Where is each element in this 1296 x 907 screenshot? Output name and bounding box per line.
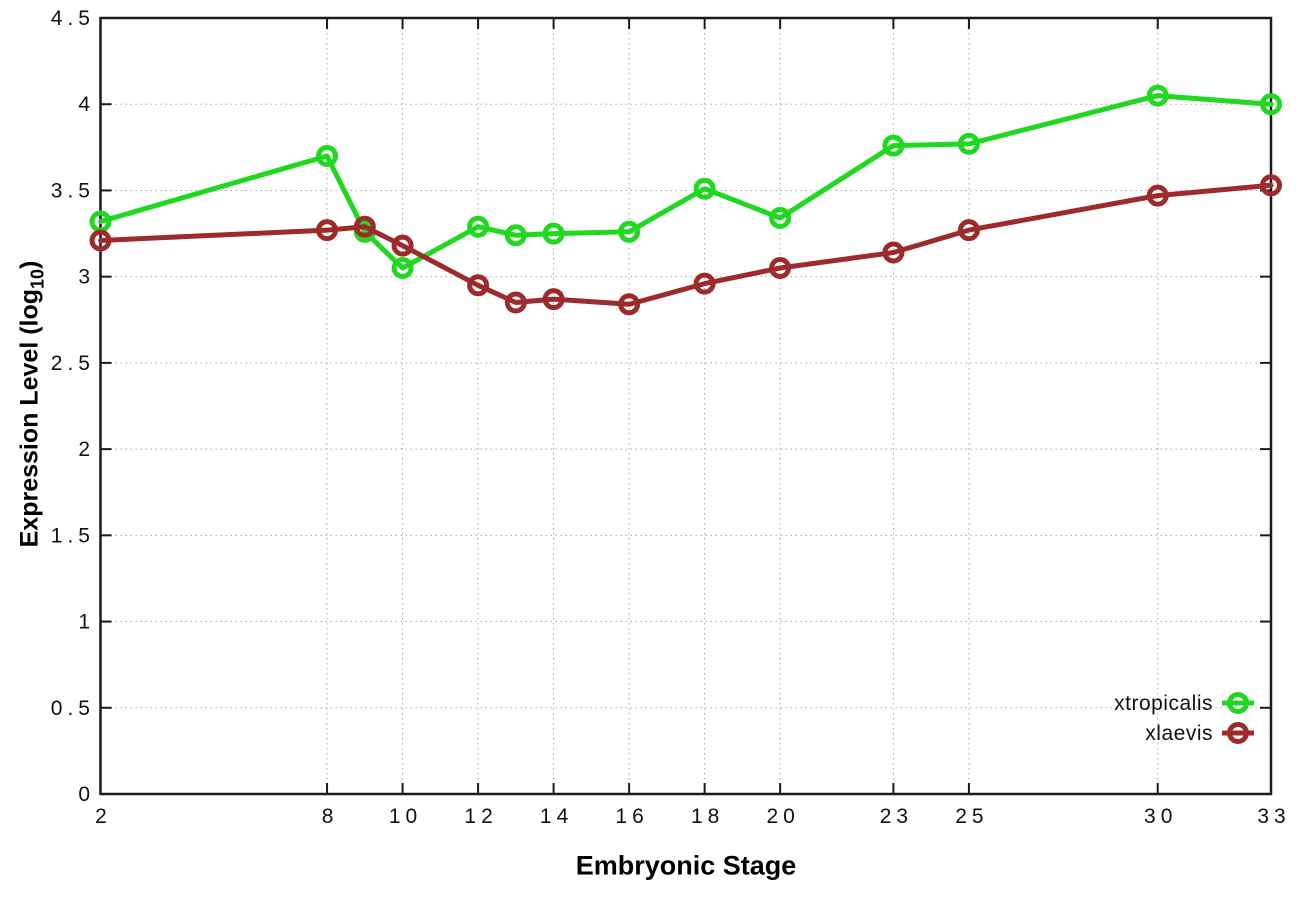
y-tick-label: 3 [78, 266, 95, 289]
series-xtropicalis-marker [467, 215, 490, 238]
series-xtropicalis-marker [504, 224, 527, 247]
y-axis-title-text: Expression Level (log [15, 288, 44, 548]
x-tick-label: 33 [1257, 805, 1290, 828]
series-xtropicalis-marker [618, 220, 641, 243]
series-xlaevis-marker [353, 215, 376, 238]
x-tick-label: 14 [540, 805, 573, 828]
series-xlaevis-marker [542, 288, 565, 311]
series-xlaevis-marker [693, 272, 716, 295]
series-xtropicalis-marker [693, 177, 716, 200]
series-xlaevis-marker [882, 241, 905, 264]
series-xlaevis-line [98, 182, 1274, 307]
series-xtropicalis-marker [1260, 93, 1282, 116]
x-tick-label: 8 [322, 805, 339, 828]
series-xtropicalis-marker [391, 257, 414, 279]
series-xlaevis-marker [1146, 184, 1169, 207]
series-xlaevis-marker [89, 229, 112, 252]
x-tick-label: 30 [1144, 805, 1177, 828]
x-tick-label: 16 [615, 805, 648, 828]
legend-marker-icon-xtropicalis [1227, 692, 1249, 714]
y-tick-label: 1 [78, 611, 95, 634]
x-tick-label: 18 [691, 805, 724, 828]
x-tick-label: 2 [95, 805, 112, 828]
series-xlaevis-marker [504, 291, 527, 314]
y-tick-label: 0.5 [51, 697, 95, 720]
series-xtropicalis-marker [769, 207, 792, 229]
y-tick-label: 2.5 [51, 352, 95, 375]
y-tick-label: 2 [78, 438, 95, 461]
legend-marker-icon-xlaevis [1227, 722, 1249, 744]
y-axis-title: Expression Level (log10) [16, 261, 49, 548]
legend-label-xlaevis: xlaevis [1145, 722, 1213, 745]
series-xlaevis-marker [1260, 174, 1282, 197]
x-tick-label: 12 [464, 805, 497, 828]
series-xtropicalis-line [98, 93, 1274, 271]
x-axis-title: Embryonic Stage [575, 850, 797, 881]
x-tick-label: 10 [389, 805, 422, 828]
y-tick-label: 4.5 [51, 7, 95, 30]
y-tick-label: 0 [78, 783, 95, 806]
series-xlaevis-marker [957, 219, 980, 242]
series-xtropicalis-marker [316, 145, 338, 167]
series-xlaevis-marker [316, 219, 338, 242]
series-xtropicalis-marker [542, 222, 565, 245]
x-tick-label: 20 [766, 805, 799, 828]
series-xlaevis-marker [618, 293, 641, 316]
series-xlaevis-marker [467, 274, 490, 297]
legend-label-xtropicalis: xtropicalis [1114, 692, 1213, 715]
series-xlaevis-marker [391, 234, 414, 257]
series-xlaevis-marker [769, 257, 792, 279]
plot-border [99, 16, 1273, 796]
x-tick-label: 23 [880, 805, 913, 828]
y-tick-label: 3.5 [51, 179, 95, 202]
x-tick-label: 25 [955, 805, 988, 828]
y-tick-label: 1.5 [51, 524, 95, 547]
y-tick-label: 4 [78, 93, 95, 116]
series-xtropicalis-marker [957, 132, 980, 155]
y-axis-title-suffix: ) [15, 260, 44, 269]
y-axis-title-subscript: 10 [27, 268, 48, 289]
series-xtropicalis-marker [882, 134, 905, 157]
series-xtropicalis-marker [1146, 84, 1169, 107]
